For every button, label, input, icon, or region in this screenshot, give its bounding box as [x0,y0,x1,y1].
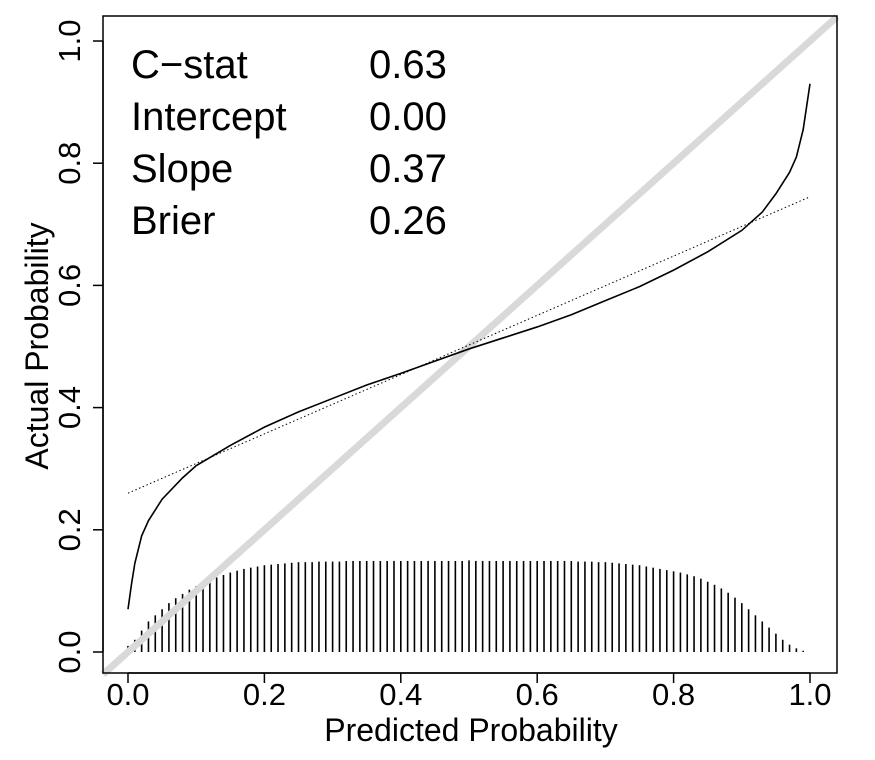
stat-label: Intercept [131,95,287,139]
stat-label: Brier [131,199,215,243]
y-tick-label: 0.8 [52,142,87,185]
y-tick-label: 0.4 [52,386,87,429]
y-tick-label: 0.0 [52,630,87,673]
y-axis: 0.0 0.2 0.4 0.6 0.8 1.0 [52,19,104,674]
perfect-calibration-line [100,14,840,678]
x-tick-label: 0.0 [106,677,149,712]
x-tick-label: 0.4 [379,677,422,712]
stat-value: 0.26 [369,199,447,243]
stat-value: 0.00 [369,95,447,139]
calibration-curve [127,83,811,610]
rug-histogram [127,560,804,652]
x-axis: 0.0 0.2 0.4 0.6 0.8 1.0 [106,672,832,712]
x-tick-label: 0.8 [652,677,695,712]
stat-value: 0.63 [369,43,447,87]
y-tick-label: 0.2 [52,508,87,551]
stat-value: 0.37 [369,147,447,191]
y-tick-label: 1.0 [52,19,87,62]
x-tick-label: 0.2 [243,677,286,712]
stat-label: Slope [131,147,233,191]
x-tick-label: 0.6 [516,677,559,712]
x-axis-title: Predicted Probability [324,712,617,748]
y-tick-label: 0.6 [52,264,87,307]
y-axis-title: Actual Probability [19,222,55,469]
stat-label: C−stat [131,43,248,87]
stats-legend: C−stat 0.63 Intercept 0.00 Slope 0.37 Brier 0.2… [131,43,447,243]
x-tick-label: 1.0 [788,677,831,712]
